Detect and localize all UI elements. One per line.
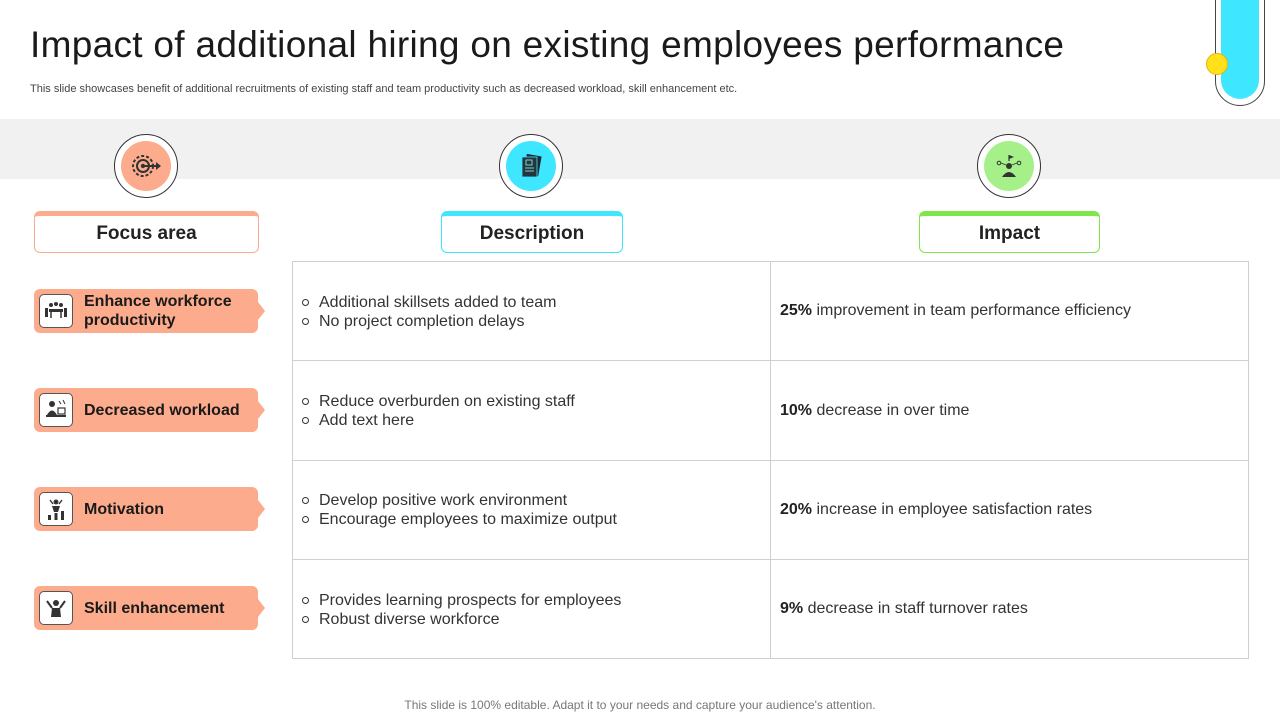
description-cell: Additional skillsets added to team No pr…: [302, 293, 762, 331]
page-subtitle: This slide showcases benefit of addition…: [30, 83, 738, 95]
description-bullet: Provides learning prospects for employee…: [302, 591, 762, 610]
focus-item-productivity: Enhance workforce productivity: [34, 289, 265, 333]
row-divider: [292, 559, 1249, 560]
impact-text: increase in employee satisfaction rates: [816, 501, 1093, 518]
description-cell: Reduce overburden on existing staff Add …: [302, 392, 762, 430]
description-bullet: Encourage employees to maximize output: [302, 510, 762, 529]
focus-label: Skill enhancement: [84, 599, 225, 617]
focus-item-workload: Decreased workload: [34, 388, 265, 432]
decorative-tube-icon: [1215, 0, 1265, 106]
description-bullet: Add text here: [302, 411, 762, 430]
description-cell: Provides learning prospects for employee…: [302, 591, 762, 629]
growth-person-icon: [39, 492, 73, 526]
description-bullet: Reduce overburden on existing staff: [302, 392, 762, 411]
focus-label: Enhance workforce productivity: [84, 293, 232, 329]
header-band: [0, 119, 1280, 179]
description-bullet: Additional skillsets added to team: [302, 293, 762, 312]
decorative-dot-icon: [1206, 53, 1228, 75]
impact-text: improvement in team performance efficien…: [816, 302, 1131, 319]
description-header: Description: [441, 211, 623, 253]
celebrating-person-icon: [39, 591, 73, 625]
impact-text: decrease in staff turnover rates: [807, 600, 1028, 617]
documents-icon: [506, 141, 556, 191]
description-bullet: Robust diverse workforce: [302, 610, 762, 629]
description-bullet: Develop positive work environment: [302, 491, 762, 510]
desk-worker-icon: [39, 393, 73, 427]
impact-value: 25%: [780, 302, 813, 319]
description-cell: Develop positive work environment Encour…: [302, 491, 762, 529]
impact-cell: 10% decrease in over time: [780, 402, 1240, 420]
impact-header-icon: [977, 134, 1041, 198]
impact-header: Impact: [919, 211, 1100, 253]
focus-label: Decreased workload: [84, 401, 240, 419]
focus-area-header: Focus area: [34, 211, 259, 253]
impact-value: 9%: [780, 600, 804, 617]
row-divider: [292, 360, 1249, 361]
impact-cell: 9% decrease in staff turnover rates: [780, 600, 1240, 618]
impact-value: 10%: [780, 402, 813, 419]
focus-header-icon: [114, 134, 178, 198]
footer-note: This slide is 100% editable. Adapt it to…: [404, 698, 876, 712]
impact-text: decrease in over time: [816, 402, 970, 419]
page-title: Impact of additional hiring on existing …: [30, 24, 1065, 65]
row-divider: [292, 460, 1249, 461]
description-bullet: No project completion delays: [302, 312, 762, 331]
focus-item-motivation: Motivation: [34, 487, 265, 531]
description-header-icon: [499, 134, 563, 198]
impact-cell: 25% improvement in team performance effi…: [780, 302, 1240, 320]
impact-value: 20%: [780, 501, 813, 518]
impact-cell: 20% increase in employee satisfaction ra…: [780, 501, 1240, 519]
leader-icon: [984, 141, 1034, 191]
target-arrow-icon: [121, 141, 171, 191]
team-meeting-icon: [39, 294, 73, 328]
focus-label: Motivation: [84, 500, 164, 518]
focus-item-skill: Skill enhancement: [34, 586, 265, 630]
